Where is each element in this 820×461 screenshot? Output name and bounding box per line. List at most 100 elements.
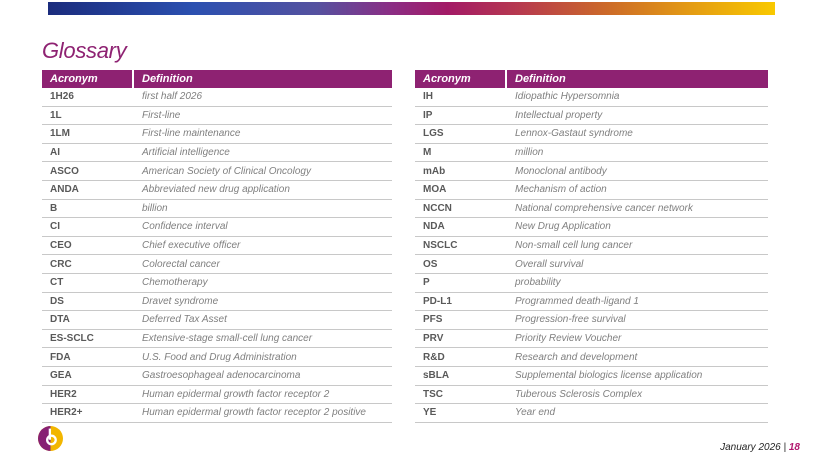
definition-cell: Human epidermal growth factor receptor 2… [142, 407, 366, 419]
acronym-cell: YE [423, 407, 437, 419]
table-row: IP Intellectual property [415, 106, 768, 126]
acronym-cell: LGS [423, 128, 444, 140]
definition-cell: Intellectual property [515, 109, 603, 121]
table-header: Acronym Definition [415, 70, 768, 88]
table-row: NSCLC Non-small cell lung cancer [415, 236, 768, 256]
definition-cell: Non-small cell lung cancer [515, 240, 633, 252]
table-row: PRV Priority Review Voucher [415, 329, 768, 349]
glossary-table-right: Acronym Definition IH Idiopathic Hypersomn… [415, 70, 768, 423]
definition-cell: First-line maintenance [142, 128, 241, 140]
definition-cell: Chief executive officer [142, 240, 241, 252]
table-row: 1LM First-line maintenance [42, 125, 392, 144]
column-header-acronym: Acronym [415, 70, 505, 88]
definition-cell: Deferred Tax Asset [142, 314, 227, 326]
table-body: 1H26 first half 2026 1L First-line 1LM First-… [42, 88, 392, 423]
table-row: ASCO American Society of Clinical Oncolog… [42, 162, 392, 181]
table-row: CT Chemotherapy [42, 273, 392, 293]
acronym-cell: PRV [423, 333, 444, 345]
acronym-cell: NSCLC [423, 240, 458, 252]
definition-cell: Lennox-Gastaut syndrome [515, 128, 633, 140]
acronym-cell: IP [423, 109, 433, 121]
table-body: IH Idiopathic Hypersomnia IP Intellectual p… [415, 88, 768, 423]
definition-cell: Confidence interval [142, 221, 228, 233]
acronym-cell: B [50, 202, 58, 214]
definition-cell: Year end [515, 407, 556, 419]
acronym-cell: P [423, 277, 430, 289]
definition-cell: Monoclonal antibody [515, 165, 607, 177]
acronym-cell: CEO [50, 240, 72, 252]
acronym-cell: NCCN [423, 202, 452, 214]
definition-cell: Tuberous Sclerosis Complex [515, 388, 643, 400]
acronym-cell: HER2+ [50, 407, 83, 419]
table-row: GEA Gastroesophageal adenocarcinoma [42, 366, 392, 386]
table-row: sBLA Supplemental biologics license appli… [415, 366, 768, 386]
acronym-cell: M [423, 147, 432, 159]
acronym-cell: PD-L1 [423, 295, 452, 307]
table-row: DS Dravet syndrome [42, 292, 392, 312]
table-row: MOA Mechanism of action [415, 180, 768, 200]
definition-cell: million [515, 147, 544, 159]
acronym-cell: CRC [50, 258, 72, 270]
definition-cell: Supplemental biologics license applicati… [515, 370, 703, 382]
acronym-cell: PFS [423, 314, 443, 326]
footer-date: January 2026 [720, 442, 781, 453]
definition-cell: Artificial intelligence [142, 147, 230, 159]
definition-cell: Overall survival [515, 258, 584, 270]
acronym-cell: mAb [423, 165, 446, 177]
acronym-cell: 1LM [50, 128, 70, 140]
acronym-cell: AI [50, 147, 60, 159]
acronym-cell: NDA [423, 221, 445, 233]
table-row: mAb Monoclonal antibody [415, 162, 768, 181]
definition-cell: Progression-free survival [515, 314, 626, 326]
table-header: Acronym Definition [42, 70, 392, 88]
table-row: ES-SCLC Extensive-stage small-cell lung c… [42, 329, 392, 349]
definition-cell: Gastroesophageal adenocarcinoma [142, 370, 301, 382]
table-row: ANDA Abbreviated new drug application [42, 180, 392, 200]
definition-cell: Idiopathic Hypersomnia [515, 91, 620, 103]
table-row: 1H26 first half 2026 [42, 88, 392, 107]
table-row: CEO Chief executive officer [42, 236, 392, 256]
acronym-cell: R&D [423, 351, 445, 363]
table-row: PD-L1 Programmed death-ligand 1 [415, 292, 768, 312]
column-header-definition: Definition [134, 70, 392, 88]
table-row: AI Artificial intelligence [42, 143, 392, 163]
table-row: DTA Deferred Tax Asset [42, 311, 392, 330]
acronym-cell: FDA [50, 351, 71, 363]
table-row: IH Idiopathic Hypersomnia [415, 88, 768, 107]
table-row: R&D Research and development [415, 348, 768, 367]
definition-cell: Research and development [515, 351, 638, 363]
acronym-cell: IH [423, 91, 433, 103]
definition-cell: Mechanism of action [515, 184, 607, 196]
definition-cell: Dravet syndrome [142, 295, 219, 307]
table-row: NCCN National comprehensive cancer networ… [415, 199, 768, 219]
definition-cell: billion [142, 202, 168, 214]
definition-cell: Programmed death-ligand 1 [515, 295, 639, 307]
acronym-cell: ES-SCLC [50, 333, 94, 345]
acronym-cell: 1H26 [50, 91, 74, 103]
table-row: NDA New Drug Application [415, 218, 768, 237]
gradient-accent-bar [48, 2, 775, 15]
table-row: PFS Progression-free survival [415, 311, 768, 330]
acronym-cell: DTA [50, 314, 70, 326]
definition-cell: Colorectal cancer [142, 258, 220, 270]
footer-separator: | [783, 442, 787, 453]
acronym-cell: TSC [423, 388, 443, 400]
definition-cell: Priority Review Voucher [515, 333, 622, 345]
table-row: HER2+ Human epidermal growth factor recep… [42, 404, 392, 423]
table-row: CI Confidence interval [42, 218, 392, 237]
definition-cell: probability [515, 277, 561, 289]
table-row: YE Year end [415, 404, 768, 423]
definition-cell: U.S. Food and Drug Administration [142, 351, 297, 363]
acronym-cell: HER2 [50, 388, 77, 400]
acronym-cell: DS [50, 295, 64, 307]
column-header-definition: Definition [507, 70, 768, 88]
table-row: OS Overall survival [415, 255, 768, 274]
acronym-cell: GEA [50, 370, 72, 382]
acronym-cell: 1L [50, 109, 62, 121]
acronym-cell: CT [50, 277, 64, 289]
acronym-cell: sBLA [423, 370, 450, 382]
glossary-table-left: Acronym Definition 1H26 first half 2026 1L F… [42, 70, 392, 423]
